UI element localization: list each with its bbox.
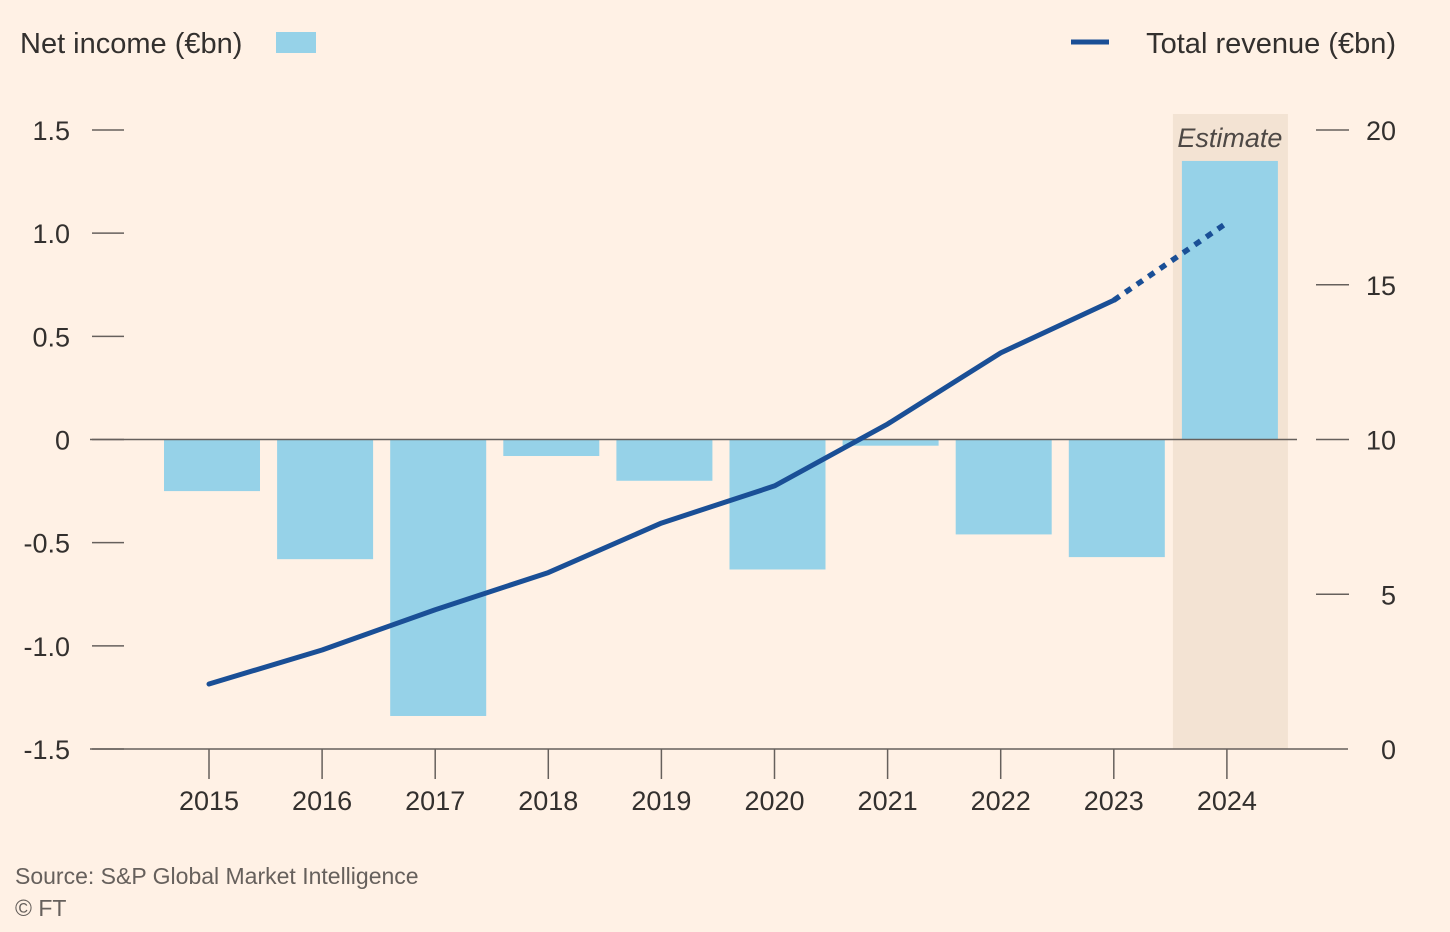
net-income-bar xyxy=(390,439,487,716)
y-left-tick-label: -0.5 xyxy=(23,529,70,559)
y-right-tick-label: 20 xyxy=(1366,116,1396,146)
x-tick-label: 2022 xyxy=(971,786,1031,816)
revenue-line-estimate xyxy=(1112,220,1229,303)
x-tick-label: 2021 xyxy=(858,786,918,816)
y-left-tick-label: 0.5 xyxy=(32,322,70,352)
net-income-bar xyxy=(1068,439,1165,558)
x-tick-label: 2017 xyxy=(405,786,465,816)
legend-bars-label: Net income (€bn) xyxy=(20,28,242,60)
y-left-tick-label: -1.5 xyxy=(23,735,70,765)
y-right-tick-label: 15 xyxy=(1366,271,1396,301)
net-income-bar xyxy=(955,439,1052,535)
estimate-label: Estimate xyxy=(1177,123,1282,153)
bars xyxy=(90,160,1297,716)
y-right-tick-label: 5 xyxy=(1381,580,1396,610)
y-left-tick-label: -1.0 xyxy=(23,632,70,662)
net-income-bar xyxy=(842,439,939,446)
net-income-bar xyxy=(616,439,713,481)
y-right-tick-label: 0 xyxy=(1381,735,1396,765)
net-income-bar xyxy=(277,439,374,560)
x-tick-label: 2023 xyxy=(1084,786,1144,816)
x-tick-label: 2019 xyxy=(631,786,691,816)
source-note: Source: S&P Global Market Intelligence xyxy=(15,863,419,889)
x-tick-label: 2020 xyxy=(744,786,804,816)
y-right-tick-label: 10 xyxy=(1366,426,1396,456)
net-income-bar xyxy=(503,439,600,457)
y-left-tick-label: 1.5 xyxy=(32,116,70,146)
copyright-credit: © FT xyxy=(15,895,67,921)
y-left-tick-label: 0 xyxy=(55,426,70,456)
x-tick-label: 2024 xyxy=(1197,786,1257,816)
chart: Net income (€bn) Total revenue (€bn) Est… xyxy=(20,28,1396,816)
net-income-bar xyxy=(164,439,260,492)
net-income-bar xyxy=(1181,160,1278,440)
legend-bars-swatch xyxy=(276,32,316,53)
revenue-line xyxy=(206,220,1229,687)
x-tick-label: 2015 xyxy=(179,786,239,816)
legend: Net income (€bn) Total revenue (€bn) xyxy=(20,28,1396,60)
x-tick-label: 2018 xyxy=(518,786,578,816)
revenue-line-solid xyxy=(206,297,1117,687)
net-income-bar xyxy=(729,439,826,570)
x-tick-label: 2016 xyxy=(292,786,352,816)
y-left-tick-label: 1.0 xyxy=(32,219,70,249)
legend-line-label: Total revenue (€bn) xyxy=(1146,28,1396,60)
